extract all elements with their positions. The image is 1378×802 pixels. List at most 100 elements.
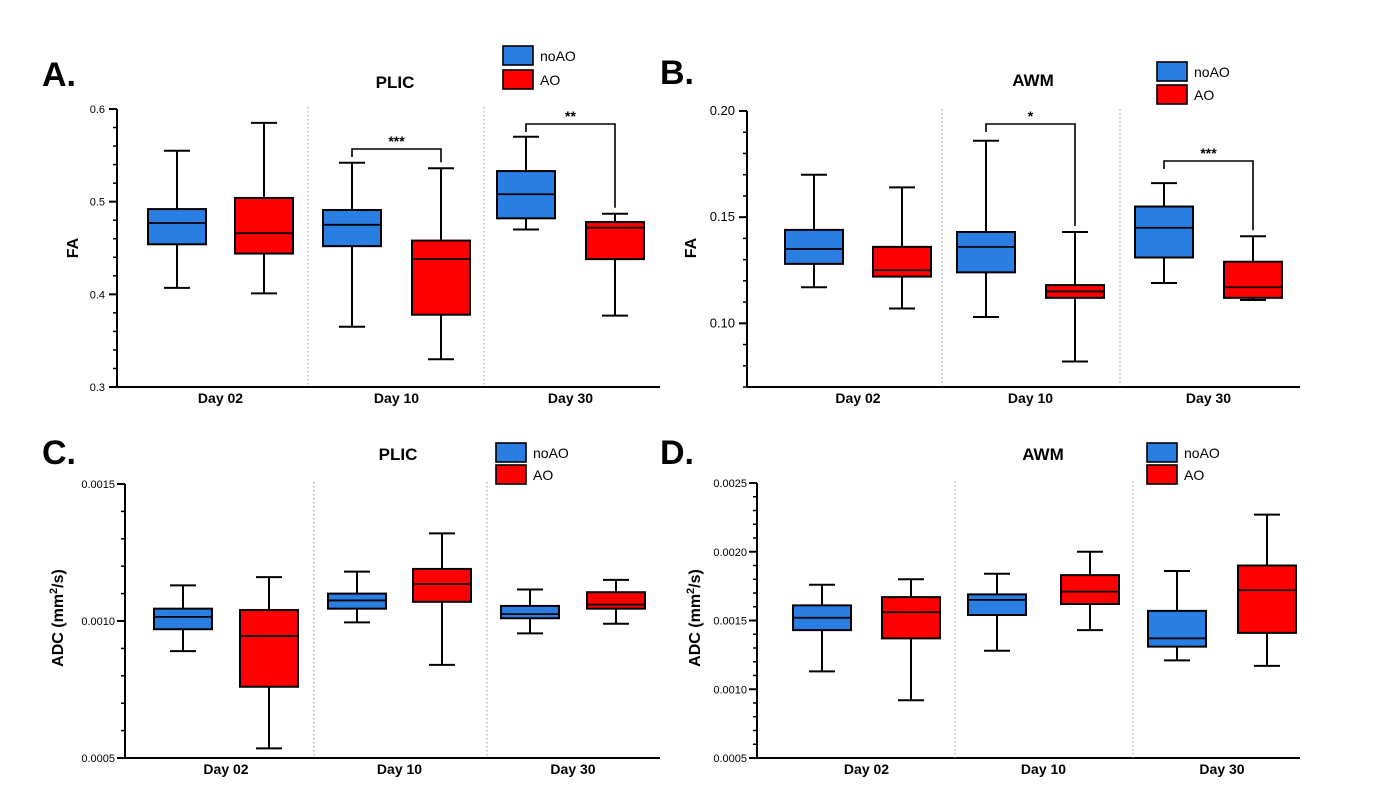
legend-label-noao: noAO [1194,64,1230,80]
box-iqr [1147,609,1207,648]
legend-label-noao: noAO [540,48,576,64]
chart-panel-c: C. PLIC ADC (mm2/s) 0.0005 0.0010 0.0015 Day 0… [42,434,660,777]
significance-bracket-2: *** [1163,145,1254,231]
legend-swatch-ao [1156,84,1188,105]
x-tick-label-1: Day 10 [377,761,422,777]
significance-stars: *** [1200,145,1217,161]
x-tick-label-0: Day 02 [844,761,889,777]
bracket-line [351,148,442,163]
y-axis-label: FA [65,237,82,258]
box-ao-day30 [585,212,645,317]
box-noao-day02 [784,173,844,289]
legend: noAO AO [1146,442,1220,485]
chart-title: PLIC [379,445,418,464]
x-tick-label-0: Day 02 [203,761,248,777]
y-tick-label-2: 0.0015 [81,479,115,491]
box-noao-day10 [956,139,1016,318]
legend: noAO AO [495,442,569,485]
box-iqr [1237,564,1297,634]
legend-swatch-ao [495,464,527,485]
box-ao-day02 [234,121,294,295]
x-tick-label-2: Day 30 [548,390,593,406]
x-tick-label-1: Day 10 [1021,761,1066,777]
x-tick-label-1: Day 10 [1008,390,1053,406]
box-ao-day30 [1237,513,1297,667]
box-iqr [234,196,294,255]
legend: noAO AO [502,45,576,90]
x-tick-label-0: Day 02 [198,390,243,406]
y-axis-label: ADC (mm2/s) [48,569,67,667]
box-noao-day02 [153,584,213,653]
box-iqr [784,228,844,265]
y-axis-label: ADC (mm2/s) [685,569,704,667]
y-axis-label: FA [683,237,700,258]
box-iqr [586,591,646,610]
box-iqr [322,209,382,248]
box-iqr [956,231,1016,274]
box-iqr [1134,205,1194,259]
legend-swatch-noao [502,45,534,66]
box-ao-day30 [1223,235,1283,301]
x-tick-label-0: Day 02 [835,390,880,406]
legend-label-ao: AO [1194,87,1214,103]
box-noao-day10 [327,570,387,624]
box-ao-day10 [1060,550,1120,632]
box-iqr [147,208,207,246]
box-noao-day30 [500,588,560,635]
box-ao-day30 [586,578,646,625]
box-ao-day10 [412,532,472,666]
y-tick-label-3: 0.6 [90,104,105,116]
box-iqr [967,593,1027,616]
significance-bracket-1: *** [351,133,442,163]
legend-swatch-noao [1156,61,1188,82]
legend-label-noao: noAO [533,445,569,461]
y-tick-label-2: 0.5 [90,197,105,209]
box-iqr [411,239,471,316]
box-iqr [872,245,932,278]
y-tick-label-2: 0.20 [710,103,735,118]
y-tick-label-1: 0.4 [90,289,105,301]
box-iqr [239,609,299,688]
chart-panel-d: D. AWM ADC (mm2/s) 0.0005 0.0010 0.0015 0.0020… [660,434,1300,777]
legend-label-noao: noAO [1184,445,1220,461]
significance-bracket-1: * [985,108,1076,227]
significance-bracket-2: ** [525,108,616,208]
box-ao-day02 [872,186,932,310]
box-iqr [881,596,941,640]
legend-swatch-ao [1146,464,1178,485]
legend-swatch-noao [495,442,527,463]
box-noao-day10 [322,161,382,328]
y-tick-label-0: 0.0005 [81,753,115,765]
box-noao-day30 [1134,182,1194,284]
box-ao-day10 [1045,231,1105,363]
legend: noAO AO [1156,61,1230,105]
y-tick-label-0: 0.0005 [713,753,747,765]
box-iqr [1060,574,1120,605]
significance-stars: * [1028,108,1034,124]
x-tick-label-1: Day 10 [374,390,419,406]
significance-stars: *** [388,133,405,149]
box-ao-day02 [239,576,299,750]
legend-swatch-ao [502,69,534,90]
chart-title: AWM [1012,71,1054,90]
y-tick-label-1: 0.0010 [713,684,747,696]
y-tick-label-2: 0.0015 [713,616,747,628]
x-tick-label-2: Day 30 [1186,390,1231,406]
box-noao-day02 [792,583,852,673]
box-iqr [412,567,472,603]
chart-title: AWM [1022,445,1064,464]
panel-letter: D. [660,434,694,472]
bracket-line [985,123,1076,227]
legend-swatch-noao [1146,442,1178,463]
legend-label-ao: AO [540,72,560,88]
box-ao-day02 [881,578,941,702]
x-tick-label-2: Day 30 [1199,761,1244,777]
y-tick-label-0: 0.10 [710,315,735,330]
bracket-line [1163,160,1254,231]
y-tick-label-0: 0.3 [90,382,105,394]
box-iqr [500,604,560,620]
box-ao-day10 [411,167,471,361]
y-tick-label-1: 0.15 [710,209,735,224]
